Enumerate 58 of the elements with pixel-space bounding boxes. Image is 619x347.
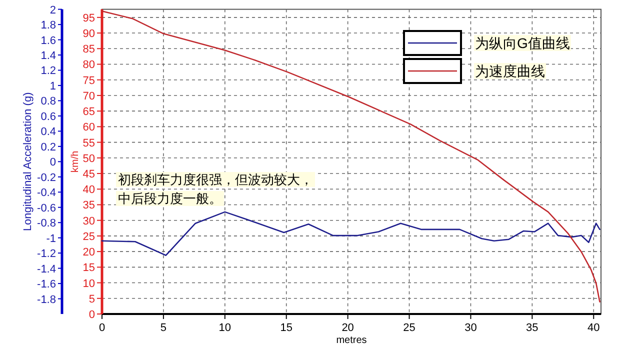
y2-tick-label: 0: [88, 309, 95, 321]
y-axis-title: Longitudinal Acceleration (g): [22, 92, 34, 232]
y-tick-label: -0.8: [37, 218, 56, 230]
x-axis-title: metres: [336, 335, 367, 346]
x-tick-label: 40: [588, 322, 600, 334]
y2-tick-label: 85: [82, 44, 95, 56]
y-tick-label: 1: [50, 80, 56, 92]
x-tick-label: 20: [342, 322, 354, 334]
x-tick-label: 0: [98, 322, 106, 334]
y2-tick-label: 5: [88, 293, 95, 306]
y-tick-label: 0: [50, 156, 56, 169]
y2-tick-label: 50: [82, 152, 95, 165]
x-tick-label: 15: [280, 322, 292, 334]
y2-tick-label: 55: [82, 137, 95, 150]
legend-label: 为速度曲线: [475, 63, 545, 79]
y-tick-label: -1: [46, 232, 56, 245]
y-tick-label: 0.8: [40, 96, 56, 108]
y2-tick-label: 30: [82, 215, 95, 228]
y-tick-label: 1.4: [40, 50, 56, 62]
x-tick-label: 10: [218, 322, 232, 334]
y2-tick-label: 80: [82, 59, 95, 72]
y2-tick-label: 60: [82, 122, 95, 134]
y-tick-label: -0.6: [37, 202, 56, 214]
y-tick-label: 0.6: [40, 110, 56, 123]
y2-tick-label: 15: [82, 262, 95, 274]
y2-tick-label: 45: [82, 168, 95, 181]
y2-tick-label: 40: [82, 184, 95, 196]
y2-tick-label: 70: [82, 90, 95, 102]
y2-tick-label: 75: [82, 74, 95, 87]
legend-label: 为纵向G值曲线: [475, 35, 570, 51]
y-tick-label: -1.8: [37, 294, 56, 306]
y2-tick-label: 35: [82, 200, 95, 212]
y2-tick-label: 90: [82, 28, 95, 40]
y-tick-label: -1.2: [37, 248, 56, 260]
y-tick-label: 0.4: [40, 126, 56, 138]
x-tick-label: 25: [403, 322, 416, 334]
x-tick-label: 35: [526, 322, 538, 334]
y2-tick-label: 20: [82, 246, 95, 259]
y-tick-label: -1.4: [37, 263, 56, 276]
y-tick-label: 0.2: [40, 141, 56, 154]
y-tick-label: -1.6: [37, 278, 56, 291]
y2-tick-label: 65: [82, 106, 95, 118]
annotation: 初段刹车力度很强，但波动较大，: [118, 172, 313, 187]
y-tick-label: 1.2: [40, 65, 56, 78]
y2-tick-label: 95: [82, 12, 95, 24]
y2-tick-label: 10: [82, 278, 95, 290]
y2-axis-title: km/h: [70, 150, 81, 172]
y-tick-label: 2: [50, 4, 56, 16]
y-tick-label: -0.2: [37, 172, 56, 184]
line-series: [101, 10, 600, 302]
y-tick-label: 1.8: [40, 20, 56, 32]
y-tick-label: -0.4: [37, 187, 56, 200]
y2-tick-label: 25: [82, 230, 95, 243]
annotation: 中后段力度一般。: [118, 191, 222, 206]
x-tick-label: 30: [464, 322, 477, 334]
x-tick-label: 5: [160, 322, 167, 334]
line-series: [101, 211, 600, 256]
y-tick-label: 1.6: [40, 34, 56, 47]
